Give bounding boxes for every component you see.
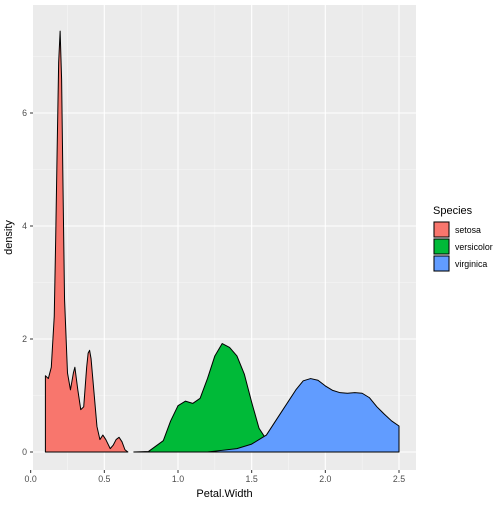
- density-areas: [44, 30, 400, 453]
- x-tick-label: 0.5: [98, 474, 110, 484]
- legend-swatch-virginica: [433, 255, 450, 272]
- y-tick-label: 0: [22, 447, 27, 457]
- legend-label-setosa: setosa: [455, 225, 481, 235]
- legend-label-virginica: virginica: [455, 259, 487, 269]
- x-tick-label: 2.5: [393, 474, 405, 484]
- y-axis-label: density: [3, 220, 15, 255]
- x-tick-label: 2.0: [319, 474, 331, 484]
- legend-title: Species: [433, 205, 473, 217]
- y-tick-label: 4: [22, 221, 27, 231]
- density-area-virginica: [206, 378, 400, 453]
- y-tick-label: 2: [22, 334, 27, 344]
- x-tick-label: 0.0: [25, 474, 37, 484]
- legend-label-versicolor: versicolor: [455, 242, 493, 252]
- legend-swatch-setosa: [433, 221, 450, 238]
- x-tick-label: 1.5: [246, 474, 258, 484]
- x-tick-label: 1.0: [172, 474, 184, 484]
- density-area-setosa: [44, 30, 129, 453]
- axes: 0.0 0.5 1.0 1.5 2.0 2.5 0 2 4 6: [22, 108, 405, 484]
- legend-swatch-versicolor: [433, 238, 450, 255]
- x-axis-label: Petal.Width: [196, 488, 252, 500]
- legend: Species setosa versicolor virginica: [433, 205, 493, 272]
- y-tick-label: 6: [22, 108, 27, 118]
